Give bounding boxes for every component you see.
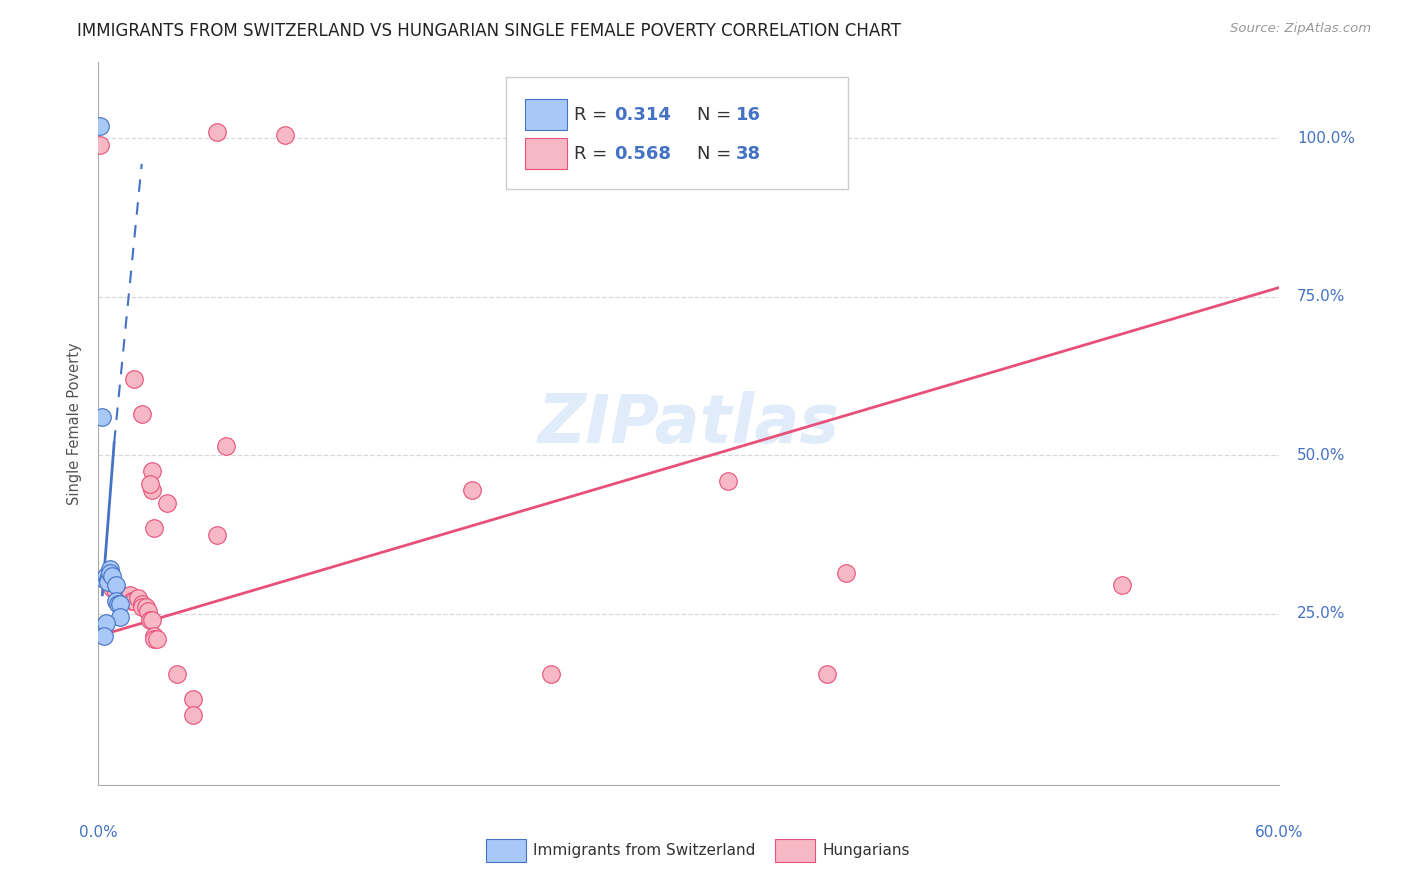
FancyBboxPatch shape — [506, 77, 848, 189]
FancyBboxPatch shape — [524, 99, 567, 129]
Point — [461, 483, 484, 498]
Point — [138, 613, 160, 627]
Text: 60.0%: 60.0% — [1256, 825, 1303, 839]
Point — [91, 410, 114, 425]
Point — [105, 578, 128, 592]
Text: R =: R = — [575, 145, 613, 163]
Point — [93, 572, 115, 586]
Text: 0.0%: 0.0% — [79, 825, 118, 839]
Point — [118, 588, 141, 602]
Text: R =: R = — [575, 106, 613, 124]
Point — [111, 588, 134, 602]
Text: Hungarians: Hungarians — [823, 843, 910, 858]
Point — [135, 600, 157, 615]
Point — [122, 594, 145, 608]
Point — [117, 591, 139, 605]
Point — [108, 610, 131, 624]
Point — [96, 616, 118, 631]
Point — [122, 372, 145, 386]
Text: 25.0%: 25.0% — [1298, 607, 1346, 622]
Point — [181, 708, 204, 723]
Point — [141, 613, 163, 627]
Point — [136, 604, 159, 618]
Point — [131, 407, 153, 421]
Point — [127, 591, 149, 605]
Point — [107, 598, 129, 612]
Point — [141, 483, 163, 498]
Text: Immigrants from Switzerland: Immigrants from Switzerland — [533, 843, 755, 858]
Point — [142, 632, 165, 647]
Point — [121, 594, 143, 608]
Point — [215, 439, 238, 453]
Point — [815, 667, 838, 681]
FancyBboxPatch shape — [775, 839, 815, 863]
Point — [97, 575, 120, 590]
Point — [108, 598, 131, 612]
Point — [141, 464, 163, 478]
Point — [98, 562, 121, 576]
Point — [89, 119, 111, 133]
Point — [717, 474, 740, 488]
Point — [205, 527, 228, 541]
Y-axis label: Single Female Poverty: Single Female Poverty — [67, 343, 83, 505]
Point — [98, 566, 121, 580]
Text: 0.314: 0.314 — [614, 106, 672, 124]
Point — [93, 629, 115, 643]
Text: 100.0%: 100.0% — [1298, 131, 1355, 146]
Point — [138, 476, 160, 491]
Text: N =: N = — [697, 106, 737, 124]
Text: 0.568: 0.568 — [614, 145, 672, 163]
Point — [146, 632, 169, 647]
Text: IMMIGRANTS FROM SWITZERLAND VS HUNGARIAN SINGLE FEMALE POVERTY CORRELATION CHART: IMMIGRANTS FROM SWITZERLAND VS HUNGARIAN… — [77, 22, 901, 40]
Text: 50.0%: 50.0% — [1298, 448, 1346, 463]
FancyBboxPatch shape — [486, 839, 526, 863]
Text: ZIPatlas: ZIPatlas — [538, 391, 839, 457]
Point — [166, 667, 188, 681]
FancyBboxPatch shape — [524, 138, 567, 169]
Point — [105, 584, 128, 599]
Text: 38: 38 — [737, 145, 761, 163]
Point — [142, 629, 165, 643]
Point — [131, 600, 153, 615]
Point — [96, 569, 118, 583]
Point — [181, 692, 204, 706]
Text: 75.0%: 75.0% — [1298, 289, 1346, 304]
Text: N =: N = — [697, 145, 737, 163]
Point — [156, 496, 179, 510]
Point — [89, 137, 111, 152]
Point — [97, 572, 120, 586]
Point — [105, 594, 128, 608]
Text: Source: ZipAtlas.com: Source: ZipAtlas.com — [1230, 22, 1371, 36]
Point — [142, 521, 165, 535]
Point — [205, 125, 228, 139]
Point — [835, 566, 858, 580]
Point — [131, 598, 153, 612]
Point — [540, 667, 562, 681]
Point — [1111, 578, 1133, 592]
Point — [101, 569, 124, 583]
Text: 16: 16 — [737, 106, 761, 124]
Point — [274, 128, 297, 143]
Point — [101, 582, 124, 596]
